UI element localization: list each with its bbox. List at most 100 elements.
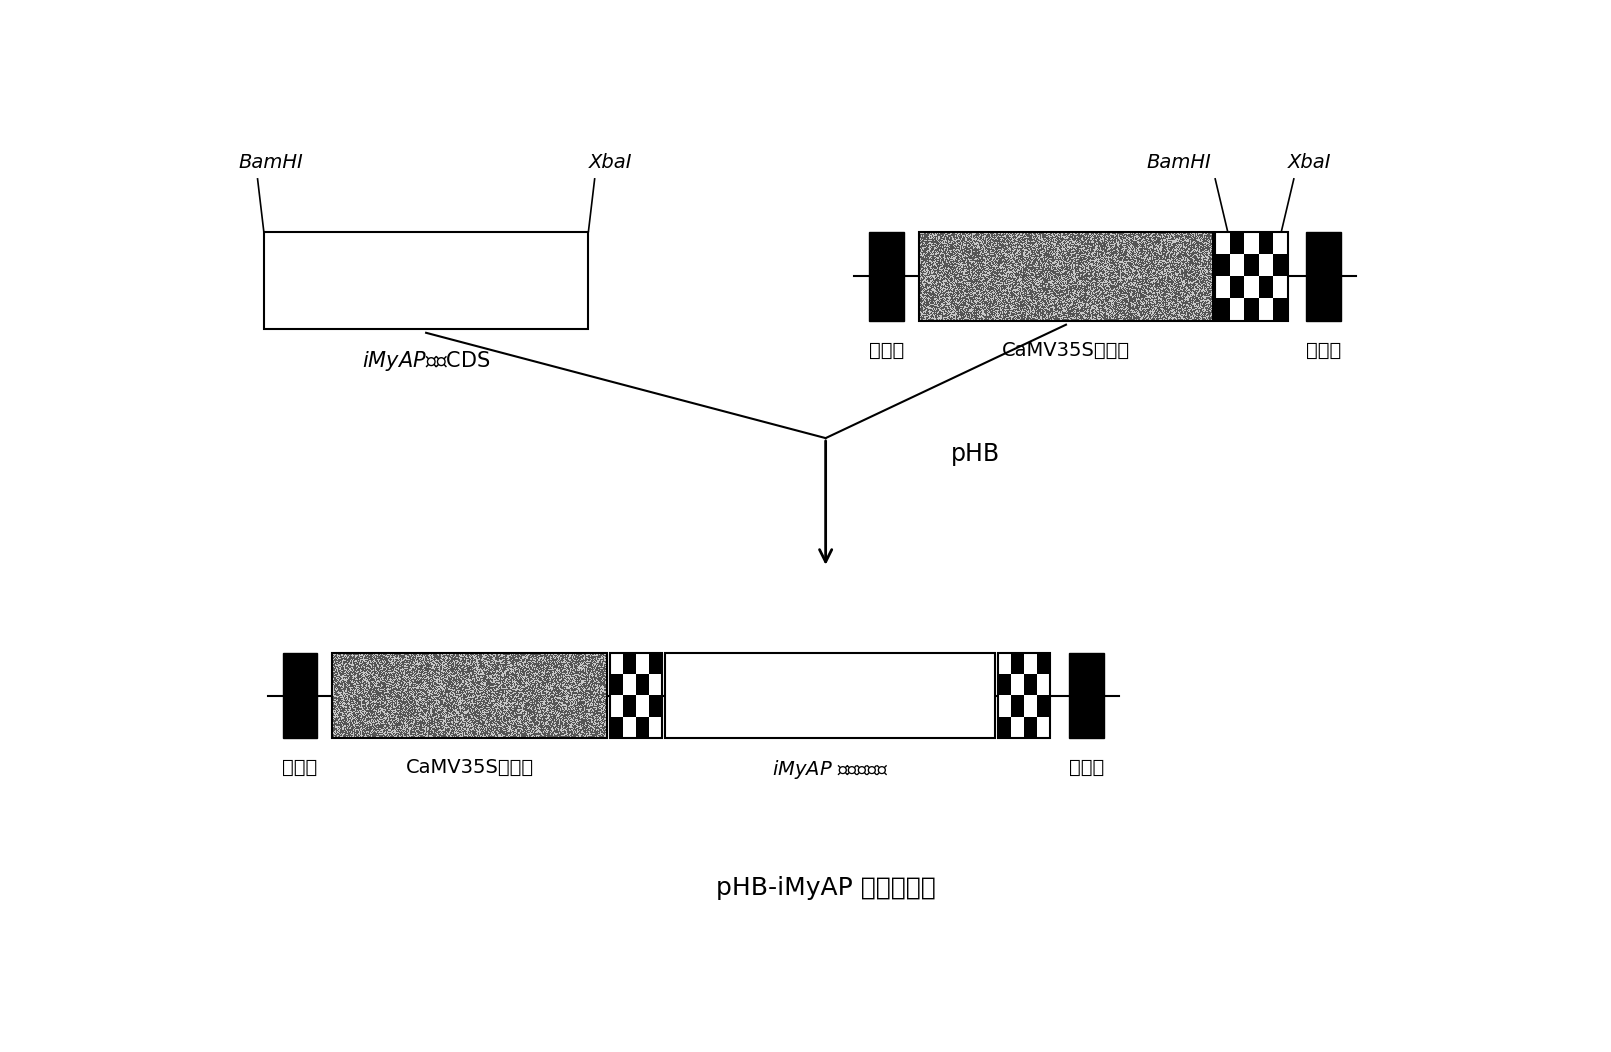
Point [1015,299,1041,316]
Point [567,653,593,670]
Point [1166,258,1192,275]
Point [451,665,477,682]
Point [530,696,556,713]
Point [432,672,458,689]
Point [477,711,503,728]
Point [554,666,580,683]
Point [973,270,999,287]
Point [938,229,963,246]
Point [1018,227,1044,244]
Point [503,658,528,674]
Point [1126,231,1152,248]
Point [949,230,975,247]
Point [1168,266,1194,283]
Point [1150,251,1176,268]
Point [1112,225,1137,242]
Point [1104,311,1129,328]
Point [1108,305,1134,322]
Point [920,244,946,261]
Point [933,287,959,304]
Point [416,693,441,710]
Point [362,670,388,687]
Point [1102,240,1128,257]
Point [424,648,449,665]
Point [369,650,395,667]
Point [1168,267,1194,284]
Point [403,673,429,690]
Point [1110,272,1136,289]
Point [1075,250,1100,267]
Point [412,649,438,666]
Point [358,673,383,690]
Point [941,307,967,324]
Point [918,272,944,289]
Point [325,689,351,706]
Point [1187,306,1213,323]
Point [1026,224,1052,241]
Point [1084,245,1110,262]
Point [562,685,588,702]
Point [462,675,488,692]
Point [396,705,422,722]
Point [973,272,999,289]
Point [1105,247,1131,264]
Point [1008,281,1034,298]
Point [1171,245,1197,262]
Point [1021,272,1047,289]
Point [1015,310,1041,327]
Point [999,262,1025,279]
Point [1020,271,1046,288]
Point [472,700,498,716]
Point [963,259,989,276]
Point [514,714,540,731]
Point [1194,309,1220,326]
Point [1046,286,1071,303]
Point [1008,249,1034,266]
Point [1075,227,1100,244]
Point [1178,296,1203,312]
Point [358,720,383,736]
Point [915,276,941,292]
Point [541,666,567,683]
Point [954,283,979,300]
Point [1107,248,1133,265]
Point [1113,297,1139,313]
Point [1095,237,1121,254]
Point [383,661,409,677]
Point [585,669,611,686]
Point [1065,261,1091,278]
Point [449,683,475,700]
Point [382,646,408,663]
Point [1179,298,1205,315]
Point [1081,225,1107,242]
Point [472,690,498,707]
Point [375,708,401,725]
Point [1199,223,1224,240]
Point [520,690,546,707]
Point [962,243,988,260]
Point [557,665,583,682]
Point [1089,298,1115,315]
Point [578,677,604,694]
Point [522,679,548,695]
Point [925,299,950,316]
Point [458,683,483,700]
Point [461,680,487,696]
Point [354,707,380,724]
Point [1182,238,1208,255]
Point [1095,235,1121,251]
Point [989,265,1015,282]
Point [1145,240,1171,257]
Point [1050,309,1076,326]
Point [449,649,475,666]
Point [1133,303,1158,320]
Point [1124,274,1150,290]
Point [501,659,527,675]
Point [1015,311,1041,328]
Point [485,672,511,689]
Point [907,277,933,294]
Point [959,259,984,276]
Point [406,673,432,690]
Point [506,700,532,716]
Point [582,724,607,741]
